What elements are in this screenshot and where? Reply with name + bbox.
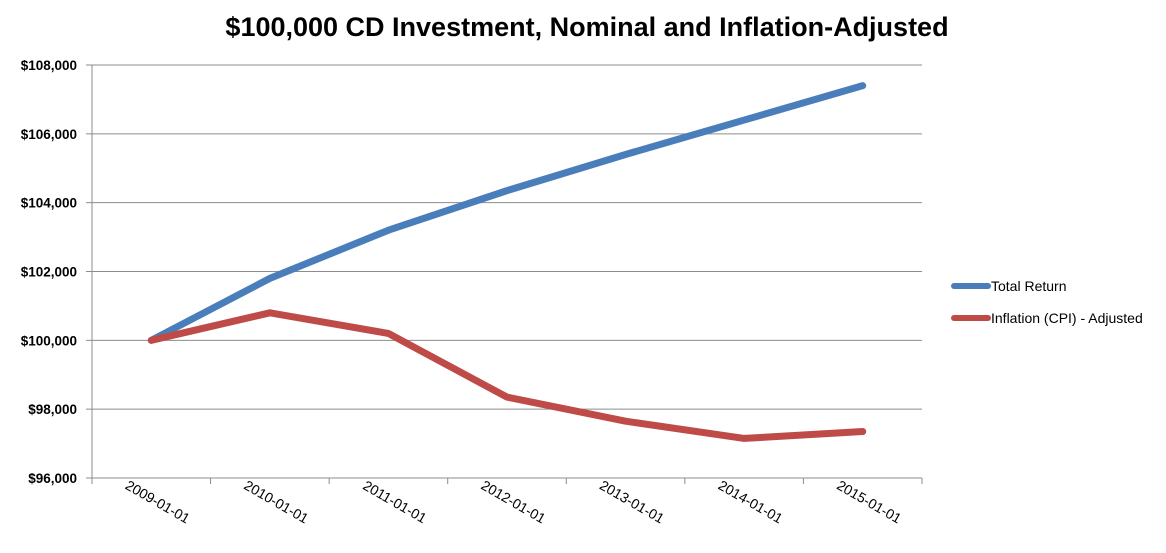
legend-label: Total Return: [991, 278, 1066, 294]
legend: Total Return Inflation (CPI) - Adjusted: [951, 278, 1143, 326]
series-line-1: [147, 82, 867, 344]
x-tick-label: 2010-01-01: [241, 477, 311, 527]
y-tick-label: $98,000: [28, 402, 77, 417]
series-line-2: [147, 309, 867, 442]
legend-label: Inflation (CPI) - Adjusted: [991, 310, 1143, 326]
y-tick-label: $100,000: [21, 333, 77, 348]
x-tick-label: 2012-01-01: [478, 477, 548, 527]
x-tick-label: 2011-01-01: [360, 477, 429, 526]
y-tick-label: $104,000: [21, 196, 77, 211]
series-lines: [147, 82, 867, 442]
chart-title: $100,000 CD Investment, Nominal and Infl…: [225, 12, 948, 42]
axes: [86, 64, 923, 484]
x-tick-label: 2013-01-01: [597, 477, 667, 527]
y-tick-label: $106,000: [21, 127, 77, 142]
x-axis-tick-labels: 2009-01-01 2010-01-01 2011-01-01 2012-01-01…: [123, 477, 905, 527]
x-tick-label: 2009-01-01: [123, 477, 193, 527]
x-tick-label: 2014-01-01: [716, 477, 786, 527]
y-axis-tick-labels: $96,000 $98,000 $100,000 $102,000 $104,000 $1…: [21, 58, 77, 486]
gridlines: [92, 64, 922, 410]
y-tick-label: $102,000: [21, 265, 77, 280]
y-tick-label: $96,000: [28, 471, 77, 486]
x-tick-label: 2015-01-01: [834, 477, 904, 527]
y-tick-label: $108,000: [21, 58, 77, 73]
